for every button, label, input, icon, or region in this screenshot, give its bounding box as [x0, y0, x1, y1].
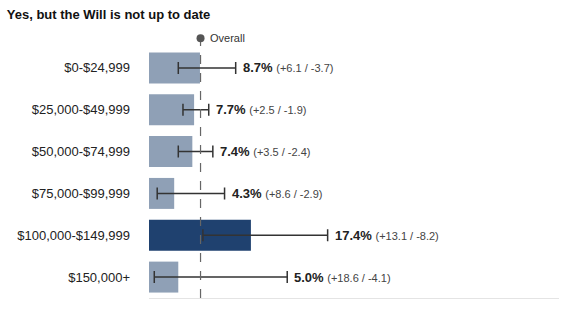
svg-text:17.4% (+13.1 / -8.2): 17.4% (+13.1 / -8.2): [335, 228, 439, 243]
svg-text:7.4% (+3.5 / -2.4): 7.4% (+3.5 / -2.4): [220, 144, 310, 159]
svg-text:$50,000-$74,999: $50,000-$74,999: [32, 144, 130, 159]
svg-text:8.7% (+6.1 / -3.7): 8.7% (+6.1 / -3.7): [243, 60, 333, 75]
svg-text:4.3% (+8.6 / -2.9): 4.3% (+8.6 / -2.9): [232, 186, 322, 201]
svg-text:7.7% (+2.5 / -1.9): 7.7% (+2.5 / -1.9): [216, 102, 306, 117]
svg-text:$0-$24,999: $0-$24,999: [64, 60, 130, 75]
svg-text:$75,000-$99,999: $75,000-$99,999: [32, 186, 130, 201]
svg-text:Overall: Overall: [210, 32, 245, 44]
svg-text:$150,000+: $150,000+: [68, 270, 130, 285]
svg-text:Yes, but the Will is not up to: Yes, but the Will is not up to date: [7, 7, 211, 22]
svg-text:5.0% (+18.6 / -4.1): 5.0% (+18.6 / -4.1): [294, 270, 391, 285]
svg-text:$100,000-$149,999: $100,000-$149,999: [17, 228, 130, 243]
svg-text:$25,000-$49,999: $25,000-$49,999: [32, 102, 130, 117]
